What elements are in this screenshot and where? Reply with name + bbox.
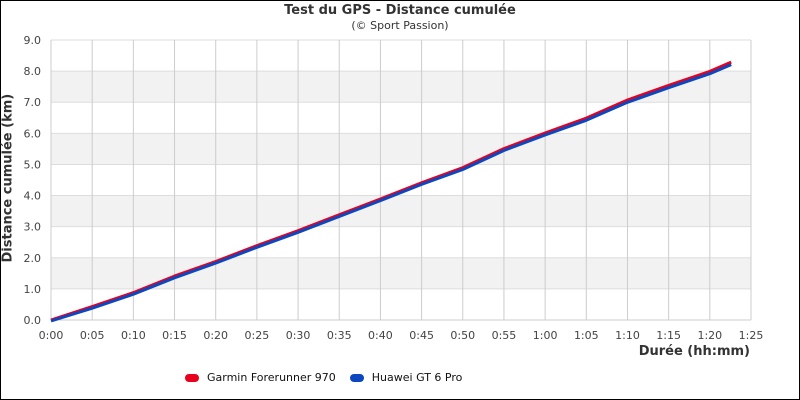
x-tick-label: 1:20	[697, 329, 722, 342]
x-tick-label: 0:35	[327, 329, 352, 342]
legend-swatch-huawei	[349, 373, 364, 382]
y-tick-label: 0.0	[24, 314, 42, 327]
x-tick-label: 0:20	[203, 329, 228, 342]
legend-item-garmin[interactable]: Garmin Forerunner 970	[185, 371, 336, 384]
x-axis-title: Durée (hh:mm)	[638, 344, 750, 359]
legend-label: Garmin Forerunner 970	[207, 371, 336, 384]
y-axis-title: Distance cumulée (km)	[0, 93, 16, 263]
chart-title: Test du GPS - Distance cumulée	[284, 3, 516, 18]
grid-band	[51, 195, 751, 227]
y-tick-label: 5.0	[24, 158, 42, 171]
grid-band	[51, 133, 751, 165]
x-tick-label: 0:50	[450, 329, 475, 342]
x-tick-label: 1:10	[615, 329, 640, 342]
x-tick-label: 0:30	[286, 329, 311, 342]
y-tick-label: 8.0	[24, 65, 42, 78]
x-tick-label: 0:00	[39, 329, 64, 342]
x-tick-label: 0:05	[80, 329, 105, 342]
x-tick-label: 1:00	[533, 329, 558, 342]
x-tick-label: 0:15	[162, 329, 187, 342]
legend-label: Huawei GT 6 Pro	[371, 371, 463, 384]
series-line-huawei[interactable]	[50, 63, 732, 323]
y-tick-label: 3.0	[24, 221, 42, 234]
x-tick-label: 0:40	[368, 329, 393, 342]
x-tick-label: 1:05	[574, 329, 599, 342]
y-tick-label: 7.0	[24, 96, 42, 109]
y-tick-label: 2.0	[24, 252, 42, 265]
legend: Garmin Forerunner 970 Huawei GT 6 Pro	[185, 371, 462, 384]
x-tick-label: 0:10	[121, 329, 146, 342]
legend-swatch-garmin	[185, 373, 199, 382]
y-tick-label: 9.0	[24, 34, 42, 47]
y-tick-label: 1.0	[24, 283, 42, 296]
grid-band	[51, 257, 751, 289]
x-tick-label: 0:25	[245, 329, 270, 342]
y-tick-label: 6.0	[24, 127, 42, 140]
x-tick-label: 0:45	[409, 329, 434, 342]
grid-band	[51, 71, 751, 103]
x-tick-label: 0:55	[492, 329, 517, 342]
chart-subtitle: (© Sport Passion)	[351, 19, 449, 32]
x-tick-label: 1:15	[656, 329, 681, 342]
y-tick-label: 4.0	[24, 190, 42, 203]
x-tick-label: 1:25	[739, 329, 764, 342]
legend-item-huawei[interactable]: Huawei GT 6 Pro	[349, 371, 463, 384]
